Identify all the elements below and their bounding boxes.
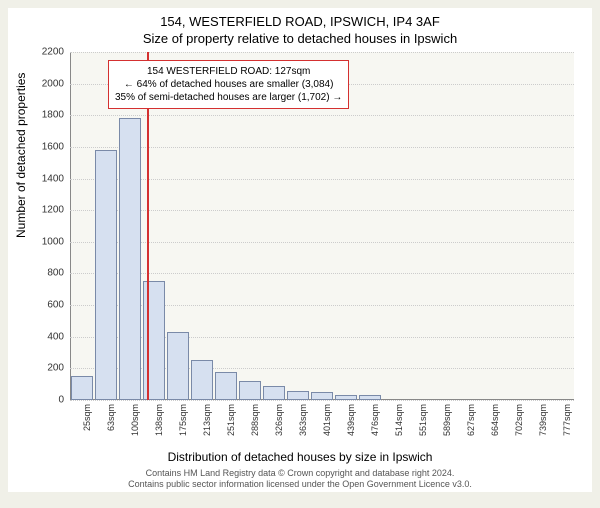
x-axis-label: Distribution of detached houses by size … xyxy=(8,450,592,464)
y-tick-label: 2000 xyxy=(42,78,70,89)
gridline xyxy=(70,115,574,116)
histogram-bar xyxy=(95,150,117,400)
x-tick-label: 63sqm xyxy=(106,404,116,431)
chart-title-1: 154, WESTERFIELD ROAD, IPSWICH, IP4 3AF xyxy=(8,8,592,29)
x-tick-label: 627sqm xyxy=(466,404,476,436)
footer-line-1: Contains HM Land Registry data © Crown c… xyxy=(8,468,592,479)
x-tick-label: 739sqm xyxy=(538,404,548,436)
annot-line: 35% of semi-detached houses are larger (… xyxy=(115,91,342,104)
histogram-bar xyxy=(215,372,237,400)
histogram-bar xyxy=(359,395,381,400)
x-tick-label: 702sqm xyxy=(514,404,524,436)
y-tick-label: 0 xyxy=(58,395,70,406)
annotation-box: 154 WESTERFIELD ROAD: 127sqm← 64% of det… xyxy=(108,60,349,109)
annot-line: 154 WESTERFIELD ROAD: 127sqm xyxy=(115,65,342,78)
x-tick-label: 363sqm xyxy=(298,404,308,436)
chart-container: 154, WESTERFIELD ROAD, IPSWICH, IP4 3AF … xyxy=(8,8,592,492)
footer-line-2: Contains public sector information licen… xyxy=(8,479,592,490)
x-tick-label: 213sqm xyxy=(202,404,212,436)
gridline xyxy=(70,273,574,274)
gridline xyxy=(70,210,574,211)
x-tick-label: 589sqm xyxy=(442,404,452,436)
histogram-bar xyxy=(167,332,189,400)
y-tick-label: 200 xyxy=(47,363,70,374)
y-tick-label: 1000 xyxy=(42,236,70,247)
histogram-bar xyxy=(263,386,285,400)
annot-line: ← 64% of detached houses are smaller (3,… xyxy=(115,78,342,91)
y-tick-label: 2200 xyxy=(42,47,70,58)
gridline xyxy=(70,242,574,243)
gridline xyxy=(70,400,574,401)
y-tick-label: 800 xyxy=(47,268,70,279)
y-axis-label: Number of detached properties xyxy=(14,73,28,238)
x-tick-label: 326sqm xyxy=(274,404,284,436)
footer-text: Contains HM Land Registry data © Crown c… xyxy=(8,468,592,490)
y-tick-label: 1800 xyxy=(42,110,70,121)
y-tick-label: 600 xyxy=(47,300,70,311)
gridline xyxy=(70,179,574,180)
x-tick-label: 439sqm xyxy=(346,404,356,436)
gridline xyxy=(70,52,574,53)
gridline xyxy=(70,147,574,148)
y-tick-label: 1400 xyxy=(42,173,70,184)
x-tick-label: 551sqm xyxy=(418,404,428,436)
histogram-bar xyxy=(71,376,93,400)
x-tick-label: 664sqm xyxy=(490,404,500,436)
y-tick-label: 1600 xyxy=(42,141,70,152)
histogram-bar xyxy=(239,381,261,400)
axis-left xyxy=(70,52,71,400)
x-tick-label: 476sqm xyxy=(370,404,380,436)
x-tick-label: 175sqm xyxy=(178,404,188,436)
y-tick-label: 400 xyxy=(47,331,70,342)
histogram-bar xyxy=(311,392,333,400)
histogram-bar xyxy=(119,118,141,400)
plot-area: 0200400600800100012001400160018002000220… xyxy=(70,52,574,400)
x-tick-label: 288sqm xyxy=(250,404,260,436)
chart-title-2: Size of property relative to detached ho… xyxy=(8,29,592,46)
x-tick-label: 100sqm xyxy=(130,404,140,436)
histogram-bar xyxy=(287,391,309,400)
x-tick-label: 251sqm xyxy=(226,404,236,436)
histogram-bar xyxy=(191,360,213,400)
x-tick-label: 25sqm xyxy=(82,404,92,431)
x-tick-label: 401sqm xyxy=(322,404,332,436)
x-tick-label: 777sqm xyxy=(562,404,572,436)
y-tick-label: 1200 xyxy=(42,205,70,216)
x-tick-label: 138sqm xyxy=(154,404,164,436)
histogram-bar xyxy=(335,395,357,400)
x-tick-label: 514sqm xyxy=(394,404,404,436)
